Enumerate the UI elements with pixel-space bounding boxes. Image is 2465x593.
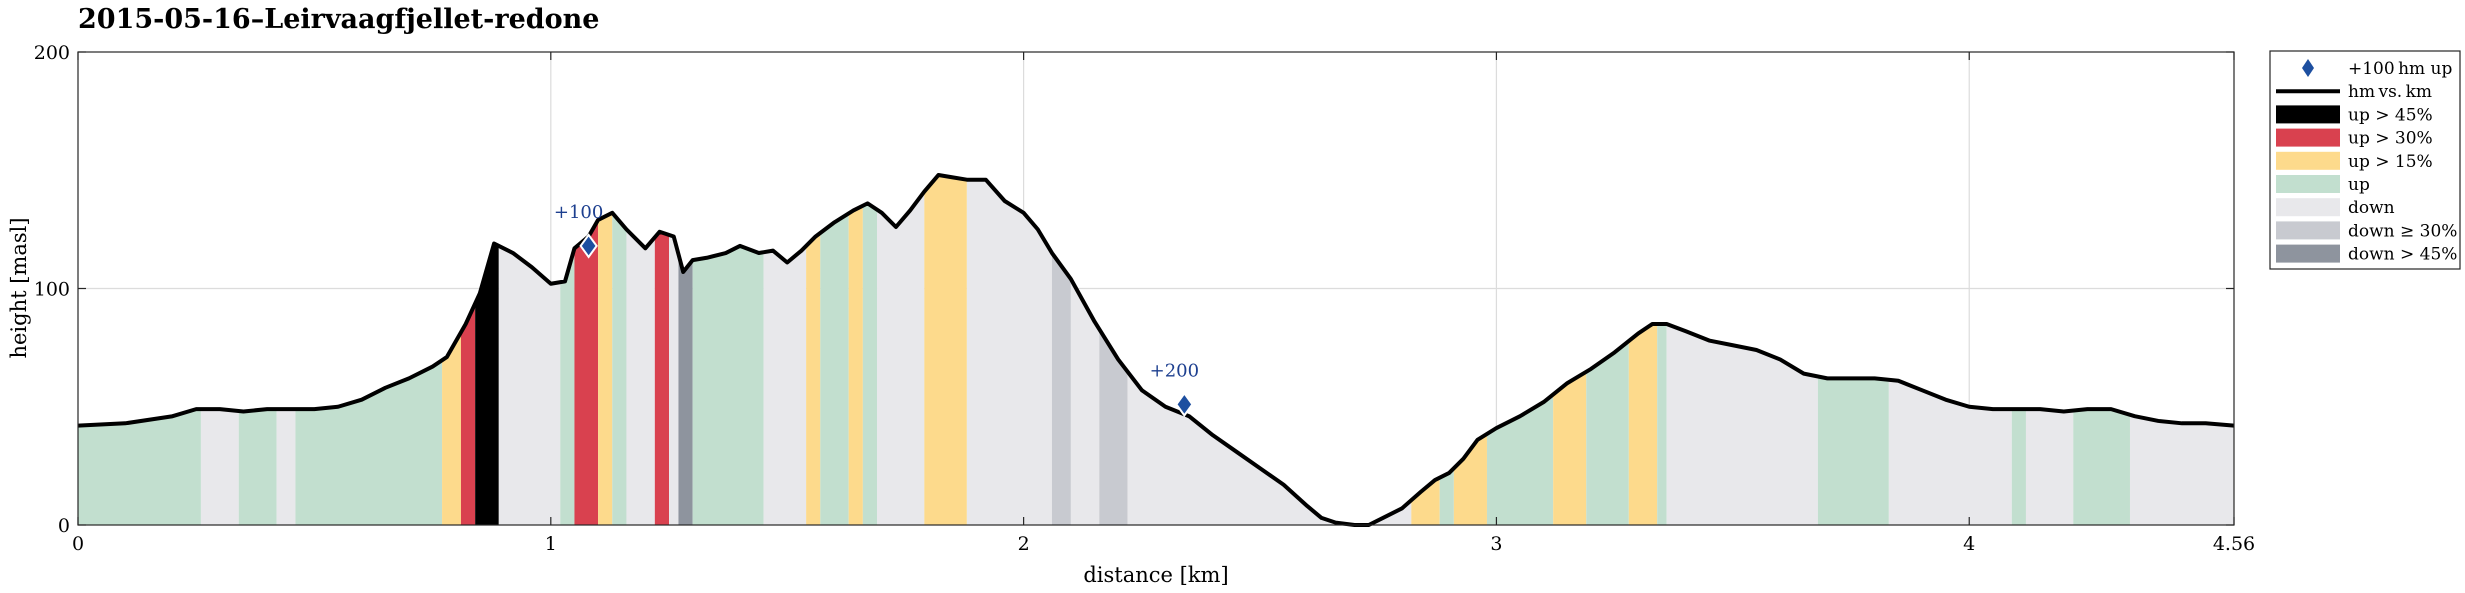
segment-down: [200, 409, 239, 525]
segment-down: [276, 409, 296, 525]
segment-up15: [442, 332, 461, 525]
legend-swatch: [2276, 175, 2340, 193]
segment-up: [2073, 409, 2130, 525]
legend-entry-marker: +100 hm up: [2302, 59, 2453, 79]
segment-up: [1486, 394, 1554, 525]
x-tick-label: 3: [1490, 533, 1502, 555]
legend-label: hm vs. km: [2348, 82, 2432, 102]
legend-entry-up: up: [2276, 175, 2370, 195]
segment-down30: [1051, 253, 1071, 525]
legend-swatch: [2276, 128, 2340, 147]
legend-label: down ≥ 30%: [2348, 221, 2457, 241]
x-tick-label: 4: [1963, 533, 1975, 555]
segment-up: [820, 213, 849, 525]
x-tick-label: 0: [72, 533, 84, 555]
legend-entry-down45: down > 45%: [2276, 244, 2457, 265]
legend-entry-line: hm vs. km: [2276, 82, 2432, 102]
marker-diamond: [579, 233, 598, 259]
segment-up45: [475, 243, 499, 525]
legend-label: down > 45%: [2348, 245, 2457, 265]
legend-entry-up45: up > 45%: [2276, 105, 2433, 125]
segment-up: [862, 203, 878, 526]
legend-swatch: [2276, 244, 2340, 263]
segment-down: [498, 245, 561, 525]
legend-swatch: [2276, 151, 2340, 170]
segment-up15: [1553, 371, 1587, 525]
legend-label: up > 15%: [2348, 152, 2433, 172]
segment-up30: [460, 303, 476, 525]
profile-line: [77, 172, 2235, 527]
gradient-segments: [78, 174, 2234, 526]
segment-up: [2011, 409, 2026, 525]
segment-up30: [574, 219, 599, 526]
marker-diamond: [1175, 391, 1194, 418]
marker-layer: +100 +200: [554, 202, 1199, 418]
segment-up: [1657, 323, 1667, 525]
legend-marker-icon: [2302, 59, 2314, 77]
segment-down: [626, 229, 655, 525]
segment-up: [560, 248, 575, 526]
segment-down30: [1099, 329, 1128, 525]
x-tick-label: 1: [545, 533, 557, 555]
segment-up: [612, 212, 627, 525]
segment-up: [238, 409, 277, 525]
tick-layer: 0 1 2 3 4 4.56 0 100 200: [34, 42, 2255, 555]
legend-swatch: [2276, 105, 2340, 124]
segment-up15: [848, 205, 863, 525]
segment-up: [1817, 376, 1889, 525]
legend-label: down: [2348, 198, 2395, 218]
x-axis-label: distance [km]: [1083, 563, 1228, 587]
marker-label: +200: [1150, 360, 1199, 381]
segment-up: [1586, 341, 1629, 525]
segment-up: [78, 409, 201, 525]
segment-down: [2129, 414, 2234, 525]
legend-swatch: [2276, 198, 2340, 217]
y-axis-label: height [masl]: [7, 217, 31, 358]
profile-line-layer: [77, 172, 2235, 527]
segment-down: [1070, 279, 1100, 525]
legend-label: up > 30%: [2348, 129, 2433, 149]
segment-down: [1127, 371, 1412, 525]
legend-entry-down30: down ≥ 30%: [2276, 221, 2457, 241]
segment-up15: [924, 174, 967, 526]
segment-up15: [1628, 323, 1658, 525]
marker-label: +100: [554, 202, 603, 223]
segment-up: [1439, 468, 1454, 525]
segment-down: [966, 179, 1052, 525]
x-tick-label: 2: [1018, 533, 1030, 555]
segment-down: [1666, 323, 1818, 525]
legend-entry-down: down: [2276, 198, 2395, 218]
segment-up: [295, 360, 443, 525]
chart-title: 2015-05-16–Leirvaagfjellet-redone: [78, 4, 599, 35]
segment-down: [763, 245, 807, 525]
legend-label: +100 hm up: [2348, 59, 2453, 79]
x-tick-label: 4.56: [2213, 533, 2255, 555]
legend: +100 hm up hm vs. km up > 45% up > 30% up > …: [2269, 50, 2461, 270]
segment-down: [2025, 409, 2074, 525]
segment-down: [1888, 379, 2012, 525]
y-tick-label: 200: [34, 42, 70, 64]
legend-entry-up30: up > 30%: [2276, 128, 2433, 149]
legend-label: up: [2348, 175, 2370, 195]
segment-up30: [654, 231, 670, 526]
segment-down: [669, 234, 679, 526]
legend-entry-up15: up > 15%: [2276, 151, 2433, 172]
segment-down: [877, 191, 925, 525]
segment-up15: [806, 232, 821, 526]
segment-up: [692, 245, 764, 525]
segment-down45: [678, 254, 693, 525]
y-tick-label: 100: [34, 279, 70, 301]
segment-up15: [1411, 477, 1440, 525]
segment-up15: [1453, 433, 1487, 525]
legend-label: up > 45%: [2348, 105, 2433, 125]
segment-up15: [598, 212, 613, 525]
legend-swatch: [2276, 221, 2340, 240]
y-tick-label: 0: [58, 515, 70, 537]
